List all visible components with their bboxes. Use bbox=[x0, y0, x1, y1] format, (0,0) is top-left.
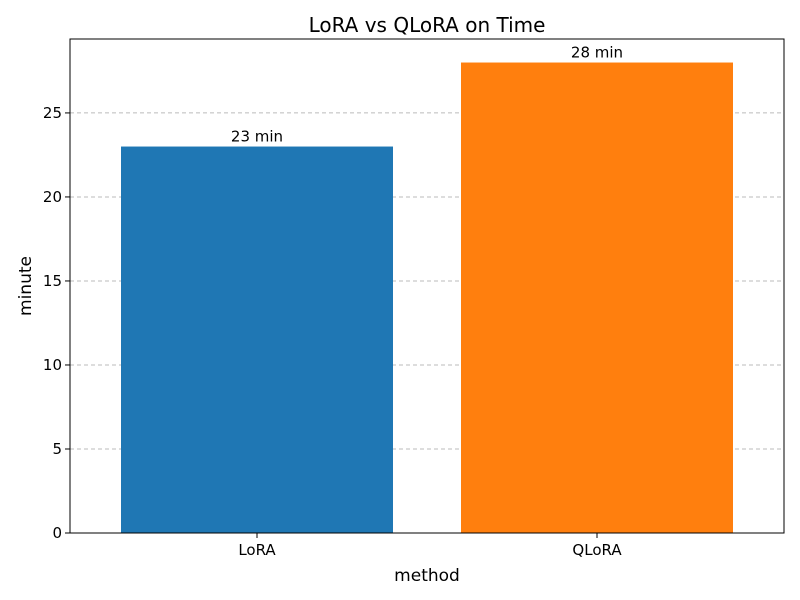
bar-qlora bbox=[461, 62, 733, 534]
bars bbox=[121, 62, 733, 534]
bar-lora bbox=[121, 146, 393, 533]
y-tick-label: 15 bbox=[43, 272, 62, 290]
x-axis-ticks: LoRA QLoRA bbox=[238, 533, 622, 559]
data-label: 28 min bbox=[571, 44, 623, 62]
x-tick-label: QLoRA bbox=[572, 541, 622, 559]
data-label: 23 min bbox=[231, 128, 283, 146]
y-tick-label: 5 bbox=[52, 440, 62, 458]
y-axis-label: minute bbox=[16, 256, 36, 316]
plot-frame bbox=[69, 38, 785, 534]
y-tick-label: 0 bbox=[52, 524, 62, 542]
x-tick-label: LoRA bbox=[238, 541, 276, 559]
y-tick-label: 20 bbox=[43, 188, 62, 206]
data-labels: 23 min 28 min bbox=[231, 44, 623, 146]
y-axis-ticks: 0 5 10 15 20 25 bbox=[43, 104, 70, 542]
chart-title: LoRA vs QLoRA on Time bbox=[309, 13, 546, 37]
y-tick-label: 10 bbox=[43, 356, 62, 374]
y-tick-label: 25 bbox=[43, 104, 62, 122]
x-axis-label: method bbox=[394, 566, 460, 586]
